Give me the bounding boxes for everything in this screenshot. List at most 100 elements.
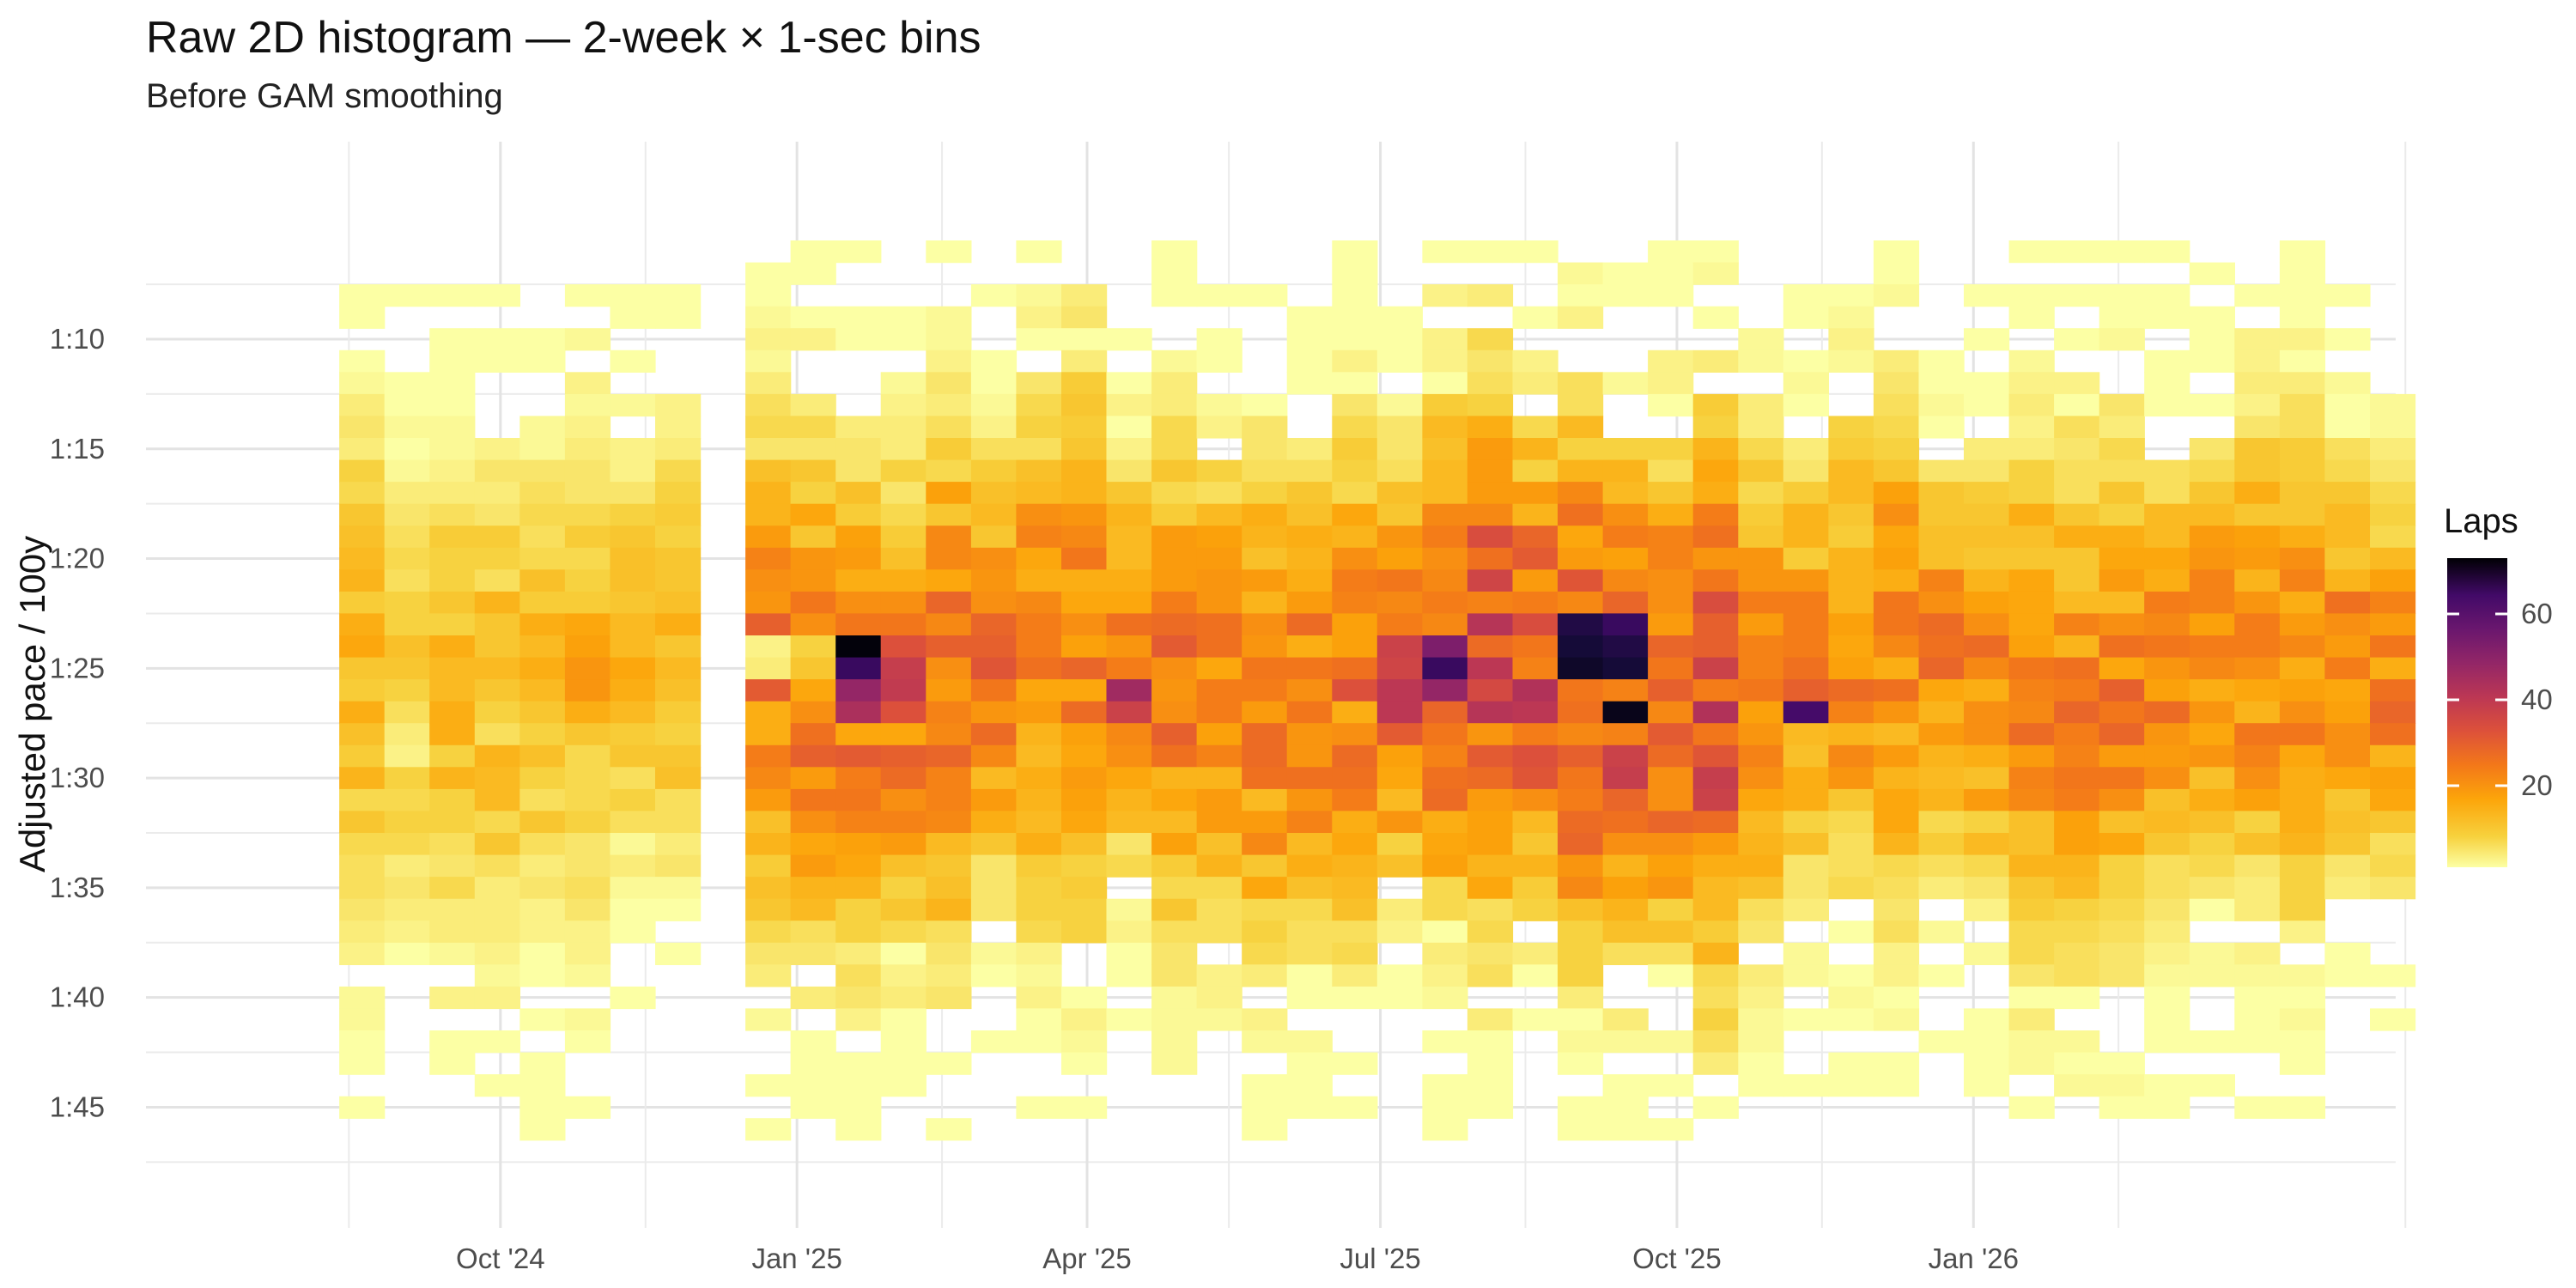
heatmap-cell bbox=[880, 526, 927, 549]
heatmap-cell bbox=[1151, 964, 1198, 987]
heatmap-cell bbox=[1106, 503, 1152, 526]
heatmap-cell bbox=[790, 767, 836, 790]
heatmap-cell bbox=[835, 503, 882, 526]
heatmap-cell bbox=[339, 788, 386, 812]
heatmap-cell bbox=[1376, 679, 1423, 702]
heatmap-cell bbox=[926, 767, 972, 790]
heatmap-cell bbox=[1151, 262, 1198, 285]
heatmap-cell bbox=[1332, 679, 1378, 702]
heatmap-cell bbox=[655, 854, 702, 878]
heatmap-cell bbox=[2189, 459, 2235, 483]
heatmap-cell bbox=[2234, 547, 2281, 570]
heatmap-cell bbox=[2324, 723, 2371, 746]
heatmap-cell bbox=[1828, 482, 1874, 505]
heatmap-cell bbox=[384, 767, 430, 790]
heatmap-cell bbox=[1016, 898, 1062, 921]
heatmap-cell bbox=[1196, 920, 1242, 944]
heatmap-cell bbox=[610, 547, 656, 570]
heatmap-cell bbox=[970, 459, 1018, 483]
heatmap-cell bbox=[2234, 372, 2281, 395]
heatmap-cell bbox=[1828, 328, 1874, 351]
heatmap-cell bbox=[1648, 459, 1694, 483]
heatmap-cell bbox=[1828, 767, 1874, 790]
legend-colorbar bbox=[2447, 558, 2507, 867]
y-tick-label: 1:15 bbox=[50, 433, 105, 465]
heatmap-cell bbox=[1242, 1074, 1288, 1097]
heatmap-cell bbox=[1332, 986, 1378, 1010]
heatmap-cell bbox=[1106, 372, 1152, 395]
heatmap-cell bbox=[1738, 744, 1784, 768]
heatmap-cell bbox=[1602, 854, 1649, 878]
heatmap-cell bbox=[2279, 349, 2326, 373]
heatmap-cell bbox=[835, 1096, 882, 1119]
heatmap-cell bbox=[429, 811, 476, 834]
heatmap-cell bbox=[1196, 877, 1242, 900]
heatmap-cell bbox=[2099, 920, 2145, 944]
heatmap-cell bbox=[970, 679, 1018, 702]
heatmap-cell bbox=[835, 547, 882, 570]
heatmap-cell bbox=[1016, 459, 1062, 483]
heatmap-cell bbox=[564, 701, 611, 724]
heatmap-cell bbox=[745, 1008, 792, 1031]
heatmap-cell bbox=[926, 635, 972, 659]
heatmap-cell bbox=[745, 372, 792, 395]
heatmap-cell bbox=[2144, 964, 2190, 987]
heatmap-cell bbox=[2054, 1074, 2100, 1097]
heatmap-cell bbox=[790, 986, 836, 1010]
heatmap-cell bbox=[429, 503, 476, 526]
heatmap-cell bbox=[2279, 986, 2326, 1010]
heatmap-cell bbox=[1061, 459, 1108, 483]
heatmap-cell bbox=[2054, 788, 2100, 812]
heatmap-cell bbox=[1376, 482, 1423, 505]
heatmap-cell bbox=[1783, 306, 1829, 329]
heatmap-cell bbox=[1332, 1096, 1378, 1119]
heatmap-cell bbox=[429, 788, 476, 812]
heatmap-cell bbox=[564, 547, 611, 570]
heatmap-cell bbox=[1512, 767, 1558, 790]
heatmap-cell bbox=[429, 942, 476, 965]
heatmap-cell bbox=[339, 438, 386, 461]
heatmap-cell bbox=[1151, 284, 1198, 307]
heatmap-cell bbox=[835, 920, 882, 944]
heatmap-cell bbox=[610, 393, 656, 417]
heatmap-cell bbox=[1016, 986, 1062, 1010]
heatmap-cell bbox=[2054, 591, 2100, 615]
heatmap-cell bbox=[2008, 657, 2055, 680]
heatmap-cell bbox=[2099, 898, 2145, 921]
heatmap-cell bbox=[1242, 613, 1288, 636]
heatmap-cell bbox=[1061, 920, 1108, 944]
heatmap-cell bbox=[880, 438, 927, 461]
heatmap-cell bbox=[339, 416, 386, 439]
heatmap-cell bbox=[339, 1030, 386, 1054]
heatmap-cell bbox=[1196, 416, 1242, 439]
heatmap-cell bbox=[1873, 240, 1920, 264]
heatmap-cell bbox=[1964, 1074, 2010, 1097]
heatmap-cell bbox=[1738, 349, 1784, 373]
heatmap-cell bbox=[1783, 767, 1829, 790]
heatmap-cell bbox=[745, 459, 792, 483]
heatmap-cell bbox=[339, 811, 386, 834]
heatmap-cell bbox=[1558, 657, 1604, 680]
heatmap-cell bbox=[474, 723, 520, 746]
heatmap-cell bbox=[2008, 964, 2055, 987]
heatmap-cell bbox=[745, 635, 792, 659]
heatmap-cell bbox=[2234, 613, 2281, 636]
heatmap-cell bbox=[1783, 591, 1829, 615]
heatmap-cell bbox=[1964, 657, 2010, 680]
heatmap-cell bbox=[1061, 744, 1108, 768]
heatmap-cell bbox=[1738, 723, 1784, 746]
heatmap-cell bbox=[2234, 701, 2281, 724]
heatmap-cell bbox=[474, 833, 520, 856]
heatmap-cell bbox=[474, 854, 520, 878]
heatmap-cell bbox=[835, 877, 882, 900]
heatmap-cell bbox=[1151, 459, 1198, 483]
heatmap-cell bbox=[745, 657, 792, 680]
heatmap-cell bbox=[1106, 811, 1152, 834]
heatmap-cell bbox=[1467, 723, 1514, 746]
heatmap-cell bbox=[474, 482, 520, 505]
heatmap-cell bbox=[339, 657, 386, 680]
heatmap-cell bbox=[1828, 349, 1874, 373]
heatmap-cell bbox=[2370, 701, 2416, 724]
heatmap-cell bbox=[1151, 679, 1198, 702]
heatmap-cell bbox=[1422, 877, 1468, 900]
